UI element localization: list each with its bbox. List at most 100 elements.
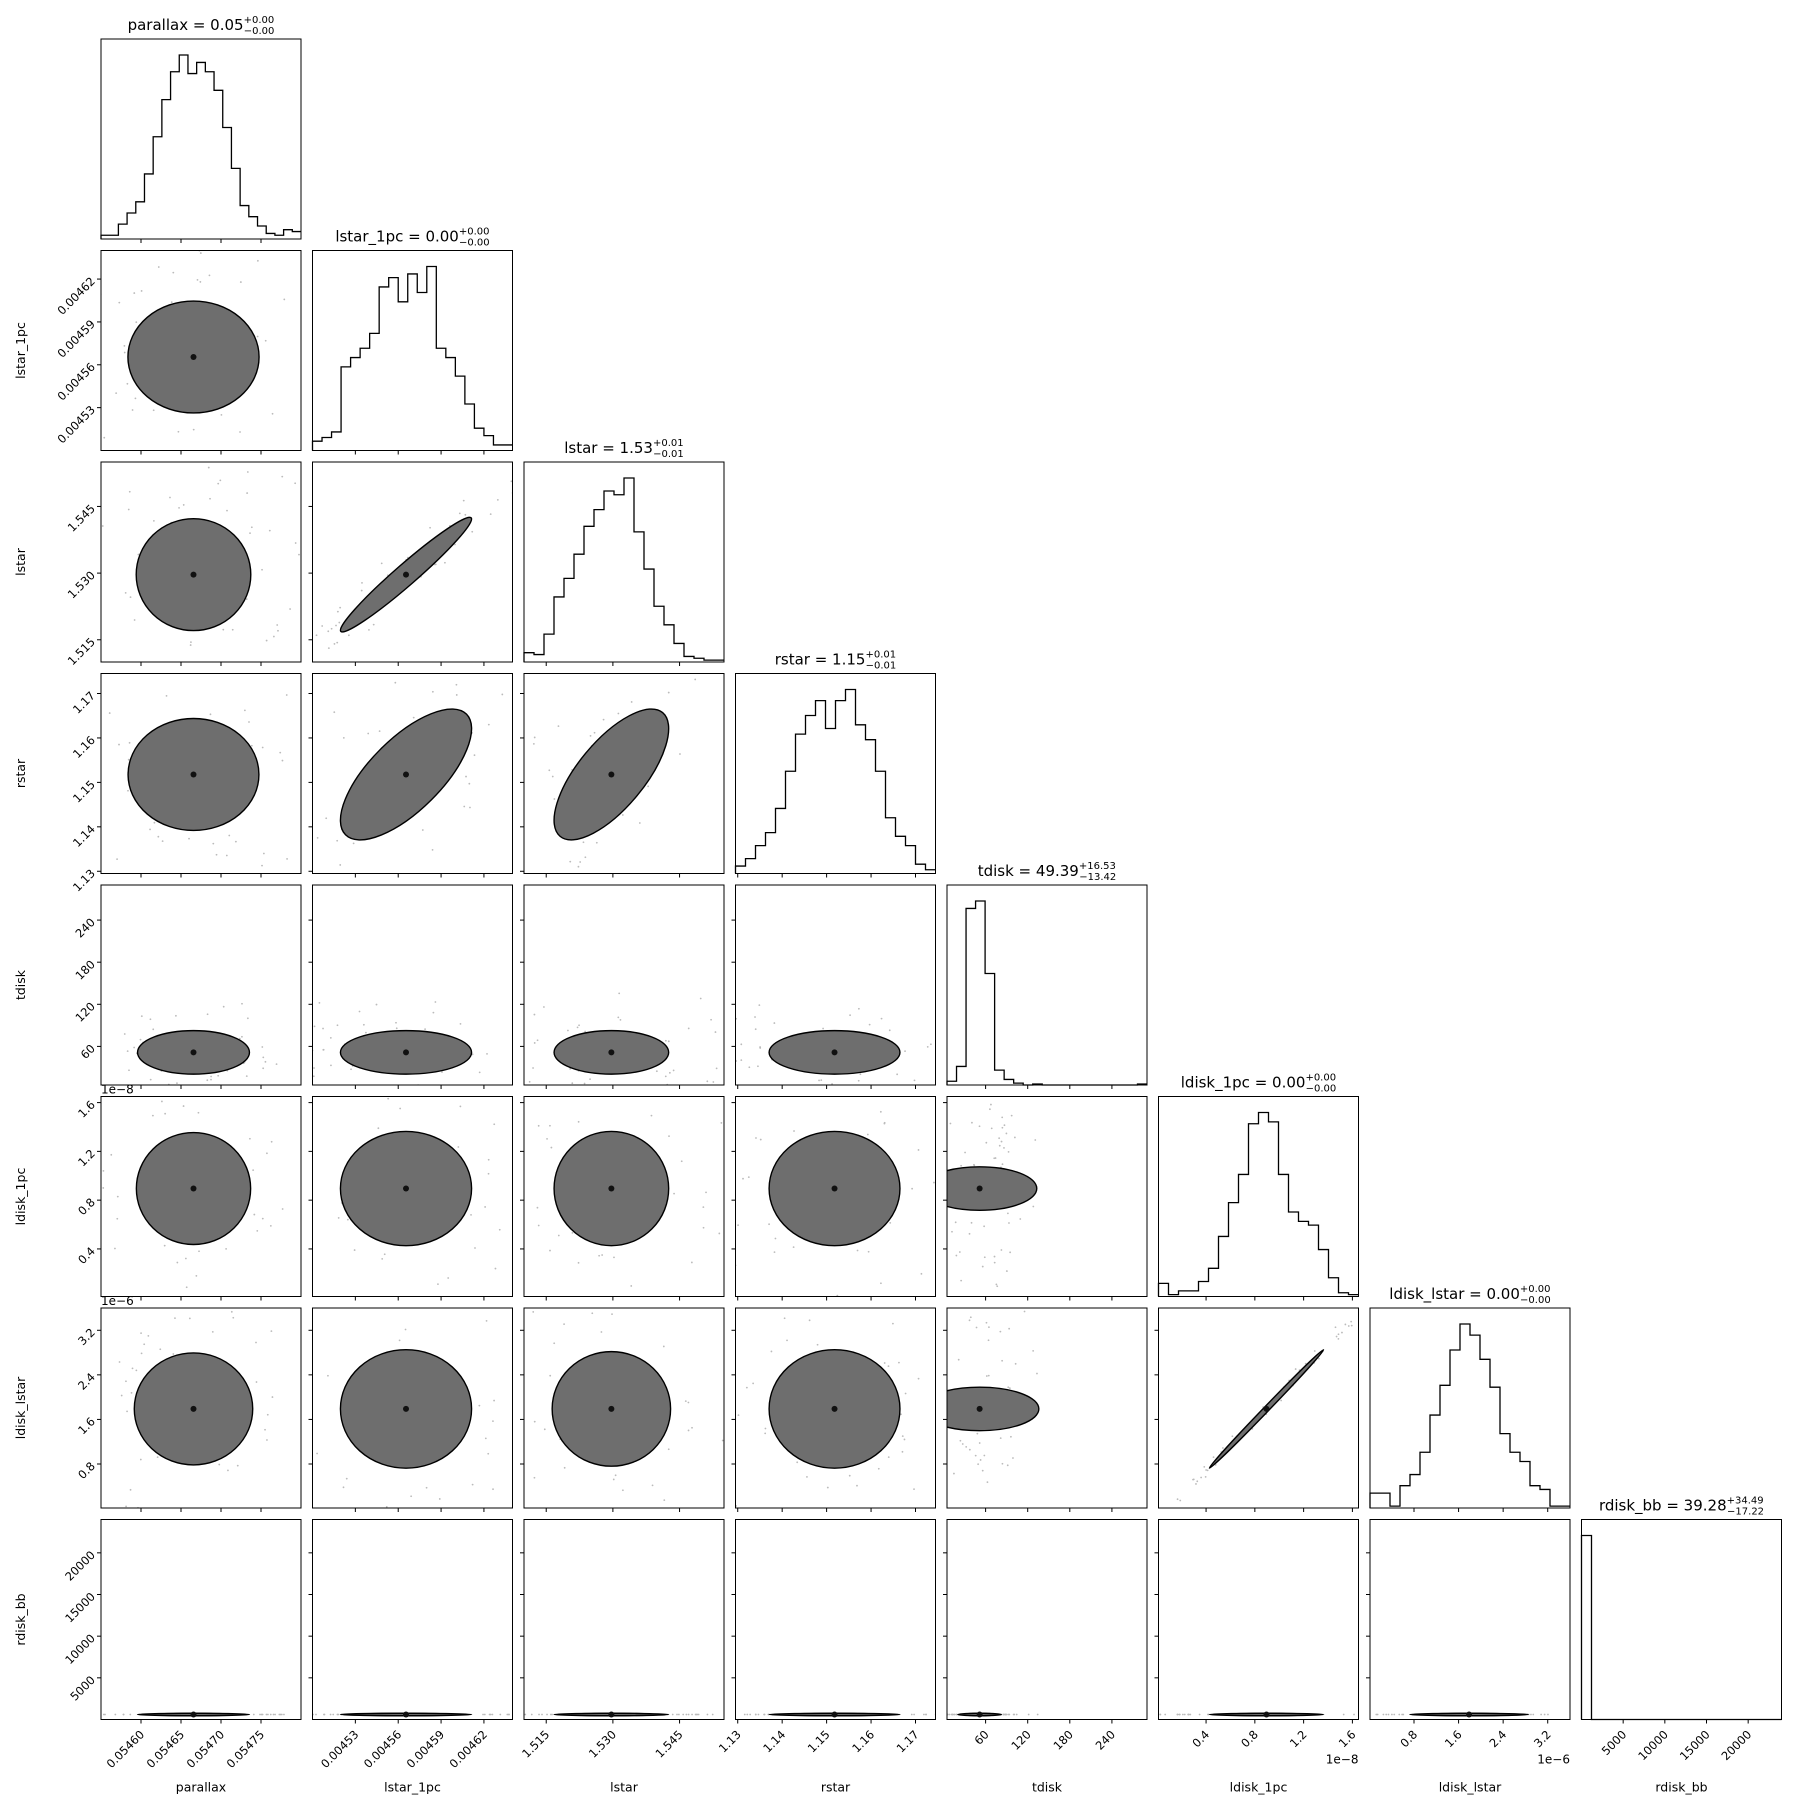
- scatter-point: [487, 1172, 490, 1175]
- y-tick-label: 120: [73, 999, 98, 1024]
- scatter-point: [12, 1714, 14, 1716]
- scatter-point: [325, 817, 328, 820]
- panel-ldisk_1pc-vs-ldisk_1pc: ldisk_1pc = 0.00+0.00 −0.00: [1157, 1073, 1359, 1301]
- scatter-point: [762, 1440, 764, 1442]
- scatter-point: [437, 1283, 439, 1286]
- scatter-point: [67, 732, 69, 734]
- scatter-point: [692, 664, 694, 666]
- scatter-point: [742, 1177, 744, 1180]
- scatter-point: [1036, 1372, 1038, 1375]
- scatter-point: [900, 1413, 902, 1416]
- scatter-point: [458, 512, 461, 515]
- scatter-point: [548, 769, 551, 772]
- scatter-point: [1008, 1387, 1011, 1390]
- scatter-point: [285, 694, 288, 696]
- scatter-point: [492, 1488, 494, 1491]
- scatter-point: [25, 616, 27, 618]
- scatter-point: [319, 360, 321, 362]
- scatter-point: [958, 1251, 961, 1253]
- scatter-point: [1030, 1714, 1032, 1716]
- scatter-point: [165, 694, 168, 697]
- y-tick-label: 60: [78, 1041, 98, 1061]
- scatter-point: [118, 743, 120, 746]
- scatter-point: [415, 1303, 417, 1305]
- scatter-point: [207, 466, 210, 469]
- scatter-point: [482, 1713, 484, 1716]
- scatter-point: [172, 1353, 175, 1355]
- scatter-point: [513, 1123, 515, 1125]
- scatter-point: [591, 1312, 594, 1315]
- scatter-point: [336, 610, 339, 613]
- scatter-point: [1005, 1713, 1007, 1716]
- scatter-point: [880, 1017, 883, 1020]
- scatter-point: [485, 1319, 488, 1322]
- scatter-point: [245, 598, 248, 600]
- scatter-point: [859, 1561, 861, 1563]
- scatter-point: [327, 1374, 329, 1377]
- scatter-point: [983, 1256, 986, 1259]
- scatter-point: [1000, 1140, 1003, 1143]
- scatter-point: [725, 1714, 727, 1716]
- x-tick-label: 1.2: [1287, 1727, 1310, 1750]
- scatter-point: [462, 499, 465, 502]
- scatter-point: [176, 1082, 178, 1085]
- scatter-point: [1375, 1713, 1378, 1716]
- scatter-point: [68, 1714, 70, 1716]
- scatter-point: [91, 386, 93, 388]
- scatter-point: [679, 753, 681, 755]
- scatter-point: [836, 1322, 838, 1324]
- x-tick-label: 1.16: [849, 1727, 877, 1755]
- scatter-point: [41, 518, 43, 520]
- scatter-point: [185, 1286, 188, 1289]
- scatter-point: [880, 1282, 882, 1285]
- scatter-point: [944, 1714, 946, 1716]
- scatter-point: [699, 997, 702, 1000]
- scatter-point: [497, 813, 499, 815]
- y-tick-label: 0.00462: [54, 274, 98, 318]
- scatter-point: [977, 1463, 980, 1466]
- scatter-point: [533, 1476, 536, 1479]
- scatter-point: [514, 1471, 516, 1473]
- scatter-point: [496, 498, 499, 501]
- scatter-point: [1347, 1325, 1350, 1327]
- scatter-point: [939, 1055, 941, 1057]
- scatter-point: [499, 604, 501, 606]
- scatter-point: [398, 1339, 401, 1342]
- scatter-point: [996, 1285, 999, 1288]
- scatter-point: [905, 1288, 907, 1290]
- scatter-point: [45, 1714, 47, 1716]
- scatter-point: [128, 1069, 130, 1072]
- panel-frame: [523, 1096, 725, 1297]
- scatter-point: [521, 670, 523, 672]
- scatter-point: [114, 1247, 116, 1250]
- scatter-point: [243, 709, 246, 712]
- scatter-point: [985, 1375, 988, 1377]
- y-tick-label: 1.545: [65, 501, 98, 534]
- scatter-point: [251, 1714, 253, 1716]
- scatter-point: [501, 693, 504, 696]
- scatter-point: [1041, 1460, 1043, 1462]
- scatter-point: [149, 1018, 152, 1021]
- panel-frame: [312, 461, 513, 663]
- scatter-point: [151, 1114, 154, 1117]
- x-sci-exponent: 1e−6: [1537, 1753, 1570, 1767]
- x-tick-label: 2.4: [1486, 1727, 1509, 1750]
- scatter-point: [346, 1218, 349, 1221]
- x-tick-label: 0.05470: [184, 1727, 228, 1771]
- scatter-point: [571, 1231, 574, 1234]
- scatter-point: [901, 1435, 904, 1438]
- scatter-point: [266, 1152, 268, 1155]
- panel-tdisk-vs-lstar_1pc: [308, 884, 513, 1089]
- x-tick-label: 3.2: [1531, 1727, 1554, 1750]
- scatter-point: [236, 702, 238, 704]
- panel-rstar-vs-rstar: rstar = 1.15+0.01 −0.01: [734, 650, 936, 878]
- scatter-point: [990, 1127, 993, 1130]
- scatter-point: [687, 1401, 690, 1404]
- scatter-point: [536, 1206, 539, 1209]
- scatter-point: [210, 1078, 212, 1081]
- scatter-point: [822, 1027, 824, 1030]
- scatter-point: [569, 1067, 572, 1070]
- scatter-point: [261, 1217, 264, 1220]
- scatter-point: [1393, 1713, 1396, 1716]
- scatter-point: [471, 530, 474, 533]
